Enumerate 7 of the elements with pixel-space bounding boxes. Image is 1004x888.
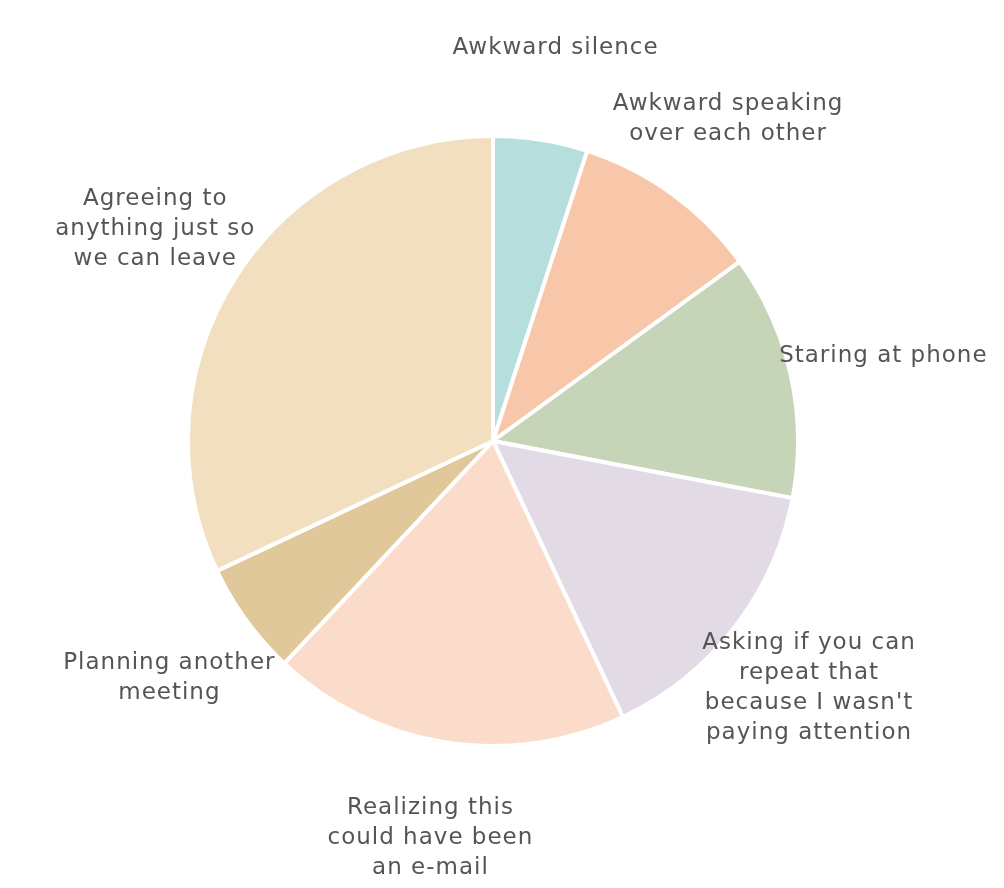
slice-label: Asking if you can repeat that because I wasn't paying attention xyxy=(702,628,916,745)
slice-label: Planning another meeting xyxy=(63,648,276,705)
slice-label: Staring at phone xyxy=(779,340,988,367)
slice-label: Agreeing to anything just so we can leave xyxy=(55,183,256,270)
slice-label: Awkward silence xyxy=(452,32,659,59)
slice-label: Realizing this could have been an e-mail xyxy=(327,793,534,880)
slice-label: Awkward speaking over each other xyxy=(612,89,844,146)
